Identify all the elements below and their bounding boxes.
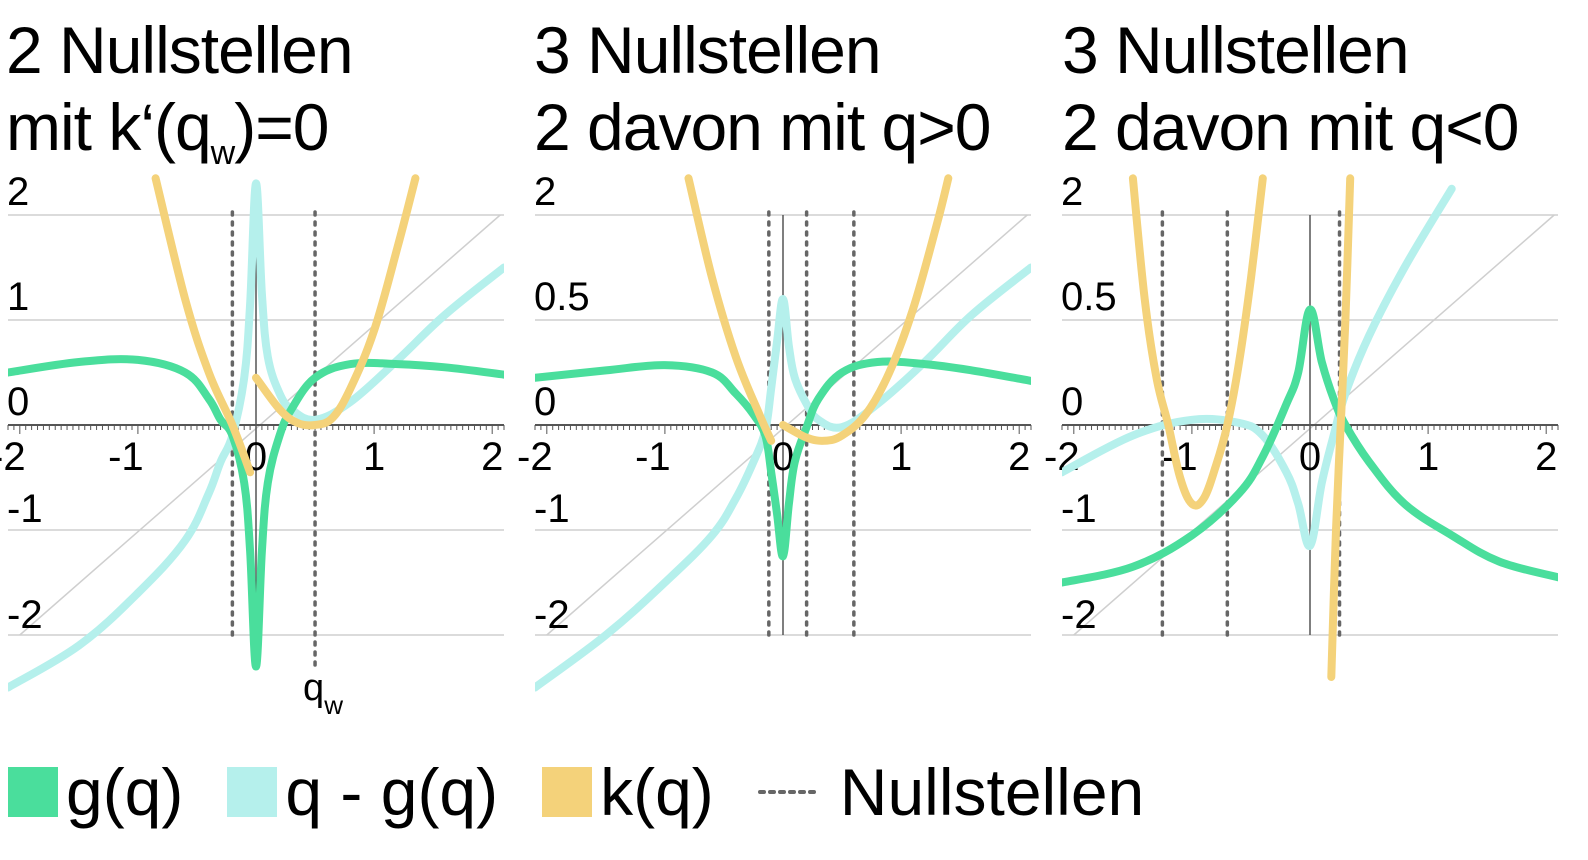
series-line-k: [684, 174, 776, 445]
y-tick-label: 0.5: [1061, 275, 1117, 319]
series-line-k: [779, 174, 953, 445]
chart-panel-3: 20.50-1-2-2 -1 0 1 2: [1044, 170, 1559, 681]
series-line-g: [535, 357, 1031, 561]
y-tick-label: 2: [7, 170, 29, 214]
series-line-k: [252, 174, 420, 430]
legend-label-k: k(q): [600, 755, 714, 829]
x-tick-label: 2: [1008, 435, 1030, 479]
panel-title-2-line2: 2 davon mit q>0: [534, 90, 991, 164]
x-tick-label: 1: [1417, 435, 1439, 479]
x-tick-label: 2: [1535, 435, 1557, 479]
panel-title-1-line1: 2 Nullstellen: [6, 13, 354, 87]
y-tick-label: -1: [534, 487, 570, 531]
legend-label-roots: Nullstellen: [839, 755, 1145, 829]
x-tick-label: 1: [890, 435, 912, 479]
legend-item-roots: Nullstellen: [757, 754, 1145, 830]
panel-title-3-line2: 2 davon mit q<0: [1062, 90, 1519, 164]
y-tick-label: 2: [534, 170, 556, 214]
x-tick-label: 0: [1299, 435, 1321, 479]
qw-label: qw: [303, 667, 343, 720]
legend-label-g: g(q): [66, 755, 184, 829]
legend-label-qg: q - g(q): [285, 755, 499, 829]
series-line-q-minus-g: [1062, 184, 1456, 550]
x-tick-label: -1: [635, 435, 671, 479]
x-tick-label: -2: [0, 435, 26, 479]
series-line-g: [1062, 305, 1558, 587]
charts-area: 2 1 0 -1 -2 -2 -1 0 1 2 qw 2 0.5 0 -1 -2 -2 -1 0 1 2 2 0.5 0 -1 -…: [0, 170, 1559, 720]
x-tick-label: -2: [517, 435, 553, 479]
y-tick-label: -2: [7, 593, 43, 637]
series-line-k: [1327, 174, 1355, 681]
panel-title-3: 3 Nullstellen 2 davon mit q<0: [1062, 12, 1519, 166]
legend-swatch-k: [542, 767, 593, 817]
y-tick-label: 0.5: [534, 275, 590, 319]
y-tick-label: -1: [1061, 487, 1097, 531]
x-tick-label: 0: [772, 435, 794, 479]
x-tick-label: 1: [363, 435, 385, 479]
panel-title-2-line1: 3 Nullstellen: [534, 13, 882, 87]
y-tick-label: -2: [534, 593, 570, 637]
panel-title-3-line1: 3 Nullstellen: [1062, 13, 1410, 87]
x-tick-label: 2: [481, 435, 503, 479]
y-tick-label: 1: [7, 275, 29, 319]
y-tick-label: -2: [1061, 593, 1097, 637]
series-line-k: [151, 174, 255, 477]
legend-item-qg: q - g(q): [227, 754, 498, 830]
panel-title-2: 3 Nullstellen 2 davon mit q>0: [534, 12, 991, 166]
x-tick-label: -1: [108, 435, 144, 479]
chart-panel-2: 2 0.5 0 -1 -2 -2 -1 0 1 2: [517, 170, 1032, 692]
panel-title-1-line2: mit k‘(qw)=0: [6, 90, 329, 172]
legend-item-g: g(q): [8, 754, 183, 830]
x-tick-label: -2: [1044, 435, 1080, 479]
legend-swatch-qg: [227, 767, 278, 817]
series-line-g: [8, 355, 504, 671]
y-tick-label: 2: [1061, 170, 1083, 214]
legend: g(q) q - g(q) k(q) Nullstellen: [8, 752, 1188, 832]
legend-dots-icon: [757, 790, 822, 794]
panel-title-1: 2 Nullstellen mit k‘(qw)=0: [6, 12, 354, 172]
legend-item-k: k(q): [542, 754, 714, 830]
y-tick-label: 0: [534, 380, 556, 424]
y-tick-label: 0: [1061, 380, 1083, 424]
series-line-k: [1128, 174, 1267, 510]
y-tick-label: -1: [7, 487, 43, 531]
y-tick-label: 0: [7, 380, 29, 424]
series-line-q-minus-g: [8, 179, 504, 692]
legend-swatch-g: [8, 767, 58, 817]
